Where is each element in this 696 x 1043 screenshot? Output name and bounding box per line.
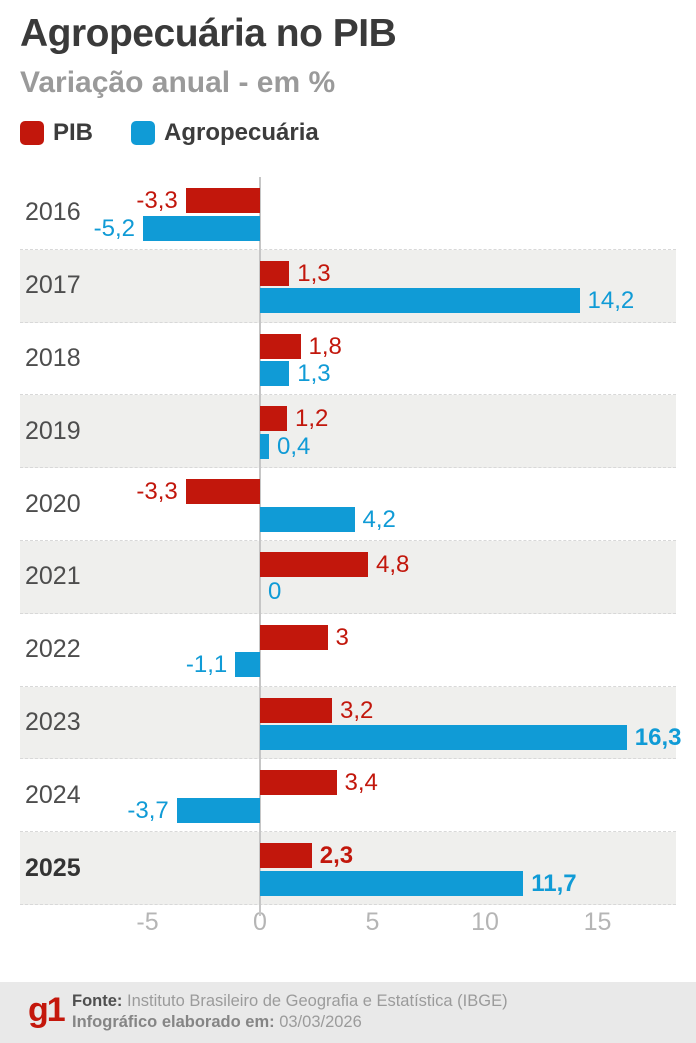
- year-label: 2022: [25, 635, 81, 664]
- chart-row-2024: 2024 3,4 -3,7: [20, 759, 676, 833]
- source-line: Fonte: Instituto Brasileiro de Geografia…: [72, 991, 508, 1012]
- bar-chart: 2016 -3,3 -5,2 2017 1,3 14,2 2018 1,8 1,3 2019 1,2…: [20, 177, 681, 916]
- x-axis-ticks: -5 0 5 10 15: [20, 908, 676, 944]
- pib-value-2023: 3,2: [340, 696, 374, 724]
- pib-bar-2016: [185, 188, 260, 213]
- pib-bar-2024: [260, 770, 337, 796]
- source-value: Instituto Brasileiro de Geografia e Esta…: [127, 992, 508, 1010]
- year-label: 2020: [25, 489, 81, 518]
- agro-value-2021: 0: [268, 578, 282, 606]
- pib-bar-2021: [260, 551, 368, 577]
- chart-row-2018: 2018 1,8 1,3: [20, 322, 676, 396]
- agro-value-2016: -5,2: [93, 214, 135, 242]
- agro-bar-2019: [260, 433, 269, 459]
- agro-bar-2025: [260, 870, 524, 896]
- pib-value-2021: 4,8: [376, 550, 410, 578]
- pib-value-2016: -3,3: [136, 187, 178, 214]
- agro-bar-2022: [235, 652, 260, 678]
- agro-bar-2017: [260, 288, 580, 314]
- agropecuaria-color-swatch: [131, 121, 156, 145]
- footer-text: Fonte: Instituto Brasileiro de Geografia…: [72, 991, 508, 1033]
- agro-value-2023: 16,3: [634, 724, 682, 752]
- page-title: Agropecuária no PIB: [20, 12, 397, 55]
- pib-bar-2022: [260, 624, 328, 650]
- chart-row-2017: 2017 1,3 14,2: [20, 249, 676, 323]
- agro-value-2019: 0,4: [277, 432, 311, 460]
- agro-bar-2016: [143, 215, 260, 241]
- pib-value-2017: 1,3: [297, 259, 331, 287]
- pib-value-2024: 3,4: [344, 769, 378, 797]
- chart-row-2019: 2019 1,2 0,4: [20, 395, 676, 469]
- year-label: 2023: [25, 707, 81, 736]
- year-label: 2021: [25, 562, 81, 591]
- x-tick-15: 15: [583, 908, 612, 936]
- pib-color-swatch: [20, 121, 44, 145]
- elaborated-line: Infográfico elaborado em: 03/03/2026: [72, 1012, 508, 1033]
- year-label: 2024: [25, 780, 81, 809]
- agro-value-2022: -1,1: [185, 651, 228, 679]
- agro-value-2024: -3,7: [127, 796, 169, 824]
- year-label: 2018: [25, 343, 81, 372]
- agro-bar-2023: [260, 725, 627, 751]
- agro-bar-2020: [260, 506, 355, 532]
- source-label: Fonte:: [72, 992, 123, 1010]
- pib-value-2025: 2,3: [319, 842, 354, 870]
- legend-label-pib: PIB: [53, 119, 94, 146]
- x-tick-10: 10: [471, 908, 499, 936]
- elaborated-label: Infográfico elaborado em:: [72, 1013, 275, 1031]
- pib-bar-2019: [260, 406, 287, 432]
- x-tick-0: 0: [253, 908, 267, 936]
- chart-row-2025: 2025 2,3 11,7: [20, 832, 676, 905]
- page-subtitle: Variação anual - em %: [20, 66, 336, 99]
- pib-bar-2025: [260, 843, 312, 869]
- pib-value-2020: -3,3: [136, 478, 178, 506]
- year-label: 2016: [25, 198, 81, 227]
- x-tick--5: -5: [136, 908, 159, 936]
- agro-value-2018: 1,3: [297, 360, 331, 388]
- agro-value-2020: 4,2: [362, 505, 396, 533]
- year-label: 2017: [25, 271, 81, 300]
- pib-bar-2018: [260, 333, 301, 359]
- agro-bar-2024: [176, 797, 260, 823]
- elaborated-date: 03/03/2026: [279, 1013, 362, 1031]
- g1-logo: g1: [28, 991, 66, 1029]
- pib-value-2018: 1,8: [308, 332, 342, 360]
- x-tick-5: 5: [365, 908, 380, 936]
- legend: PIB Agropecuária: [20, 119, 343, 147]
- legend-label-agropecuaria: Agropecuária: [164, 119, 319, 146]
- chart-row-2021: 2021 4,8 0: [20, 540, 676, 614]
- pib-bar-2017: [260, 260, 290, 286]
- pib-bar-2020: [185, 479, 260, 505]
- chart-row-2023: 2023 3,2 16,3: [20, 686, 681, 760]
- agro-value-2017: 14,2: [587, 287, 635, 315]
- zero-axis-line: [259, 177, 261, 916]
- pib-value-2019: 1,2: [295, 405, 329, 433]
- pib-value-2022: 3: [335, 623, 349, 651]
- pib-bar-2023: [260, 697, 332, 723]
- chart-row-2020: 2020 -3,3 4,2: [20, 468, 676, 541]
- chart-row-2016: 2016 -3,3 -5,2: [20, 177, 676, 250]
- year-label: 2019: [25, 416, 81, 445]
- agro-value-2025: 11,7: [531, 869, 577, 897]
- year-label: 2025: [25, 853, 81, 882]
- footer: g1 Fonte: Instituto Brasileiro de Geogra…: [0, 982, 696, 1043]
- chart-row-2022: 2022 3 -1,1: [20, 613, 676, 687]
- legend-item-agropecuaria: Agropecuária: [131, 119, 319, 147]
- legend-item-pib: PIB: [20, 119, 93, 147]
- agro-bar-2018: [260, 361, 290, 387]
